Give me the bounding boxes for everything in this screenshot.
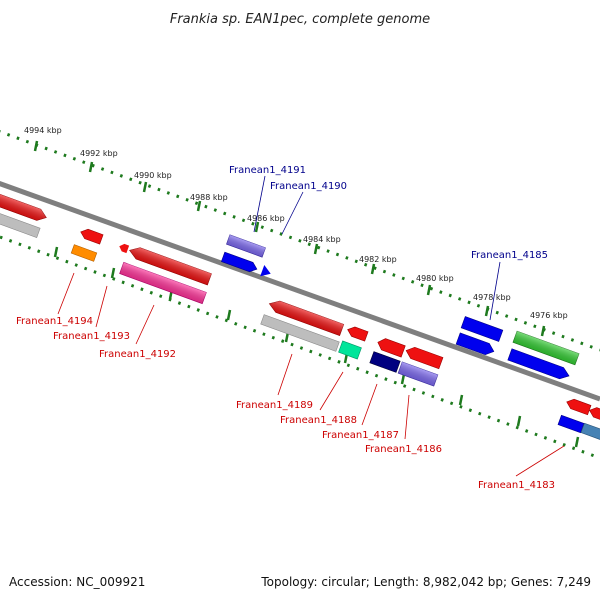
genome-summary-text: Topology: circular; Length: 8,982,042 bp… (260, 575, 591, 589)
accession-text: Accession: NC_009921 (9, 575, 145, 589)
gene-label-4187: Franean1_4187 (322, 430, 399, 441)
gene-bar-4185 (460, 316, 504, 342)
gene-bar-green (512, 330, 580, 366)
gene-bar-left-grey (0, 210, 41, 238)
gene-arrow-4192-red (129, 247, 212, 286)
gene-bar-4188 (338, 340, 362, 360)
gene-bar-4191 (226, 234, 266, 258)
gene-bar-4187 (369, 351, 401, 373)
gene-bar-4183 (557, 414, 585, 434)
gene-arrow-4189 (268, 300, 345, 337)
kbp-label-4982: 4982 kbp (359, 255, 397, 264)
inner-major-ticks (53, 246, 580, 448)
gene-label-4190: Franean1_4190 (270, 181, 347, 192)
gene-arrow-4188 (347, 326, 369, 342)
kbp-label-4980: 4980 kbp (416, 274, 454, 283)
kbp-label-4994: 4994 kbp (24, 126, 62, 135)
gene-label-4186: Franean1_4186 (365, 444, 442, 455)
gene-bar-4194 (70, 244, 98, 262)
gene-features (0, 193, 600, 442)
gene-arrow-4193 (80, 228, 104, 245)
gene-arrow-left-red (0, 193, 47, 221)
gene-arrow-small (119, 243, 130, 254)
genome-backbone (0, 181, 600, 402)
forward-leader-lines (253, 175, 501, 321)
gene-bar-4192 (119, 261, 207, 305)
gene-bar-4189 (260, 314, 340, 352)
gene-bar-4186 (397, 361, 439, 387)
outer-major-ticks (33, 140, 546, 337)
kbp-label-4990: 4990 kbp (134, 171, 172, 180)
reverse-leader-lines (57, 272, 565, 477)
gene-arrow-4185 (455, 332, 495, 356)
gene-label-4189: Franean1_4189 (236, 400, 313, 411)
gene-arrow-4191 (220, 251, 258, 273)
gene-label-4183: Franean1_4183 (478, 480, 555, 491)
gene-label-4188: Franean1_4188 (280, 415, 357, 426)
map-title: Frankia sp. EAN1pec, complete genome (170, 12, 430, 27)
kbp-label-4986: 4986 kbp (247, 214, 285, 223)
kbp-label-4976: 4976 kbp (530, 311, 568, 320)
kbp-label-4988: 4988 kbp (190, 193, 228, 202)
outer-tick-ring (0, 130, 600, 352)
kbp-label-4984: 4984 kbp (303, 235, 341, 244)
kbp-label-4978: 4978 kbp (473, 293, 511, 302)
kbp-label-4992: 4992 kbp (80, 149, 118, 158)
gene-arrow-4183 (566, 398, 592, 416)
gene-arrow-4187 (377, 338, 406, 358)
gene-arrow-blue-right (507, 348, 570, 380)
gene-arrow-4190 (260, 264, 271, 277)
gene-label-4192: Franean1_4192 (99, 349, 176, 360)
gene-arrow-4186 (405, 346, 444, 370)
gene-label-4194: Franean1_4194 (16, 316, 93, 327)
gene-label-4185: Franean1_4185 (471, 250, 548, 261)
gene-label-4193: Franean1_4193 (53, 331, 130, 342)
gene-bar-edge-steel (580, 422, 600, 442)
gene-label-4191: Franean1_4191 (229, 165, 306, 176)
